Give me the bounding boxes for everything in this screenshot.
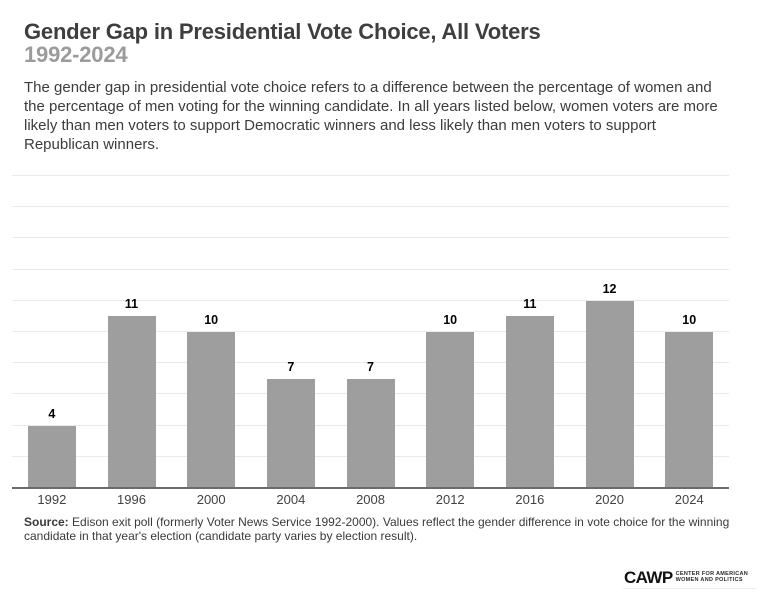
bar [665,332,714,488]
x-axis-labels: 1992 1996 2000 2004 2008 2012 2016 2020 2024 [12,493,729,507]
bar [346,378,395,488]
bar-group-2000: 10 [171,176,251,488]
bar-group-2020: 12 [570,176,650,488]
source-label: Source: [24,515,69,529]
bar [27,425,76,488]
source-note: Source: Edison exit poll (formerly Voter… [24,515,734,544]
gridline-10 [12,331,729,332]
bar-group-2004: 7 [251,176,331,488]
gridline-16 [12,237,729,239]
bar-group-2008: 7 [331,176,411,488]
cawp-logo-line2: WOMEN AND POLITICS [675,576,743,583]
page-subtitle: 1992-2024 [24,42,128,67]
chart-description: The gender gap in presidential vote choi… [24,79,718,153]
x-axis-label-2004: 2004 [276,492,306,507]
x-axis-label-2008: 2008 [356,492,385,507]
page-title: Gender Gap in Presidential Vote Choice, … [24,19,541,44]
gridline-14 [12,268,729,270]
bar [505,316,554,488]
bar [187,332,236,488]
bar [107,316,156,488]
bar-chart: 4 11 10 7 7 10 11 12 10 [12,175,729,489]
cawp-logo-acronym: CAWP [624,568,673,587]
bar-group-1992: 4 [12,176,92,488]
bar [266,378,315,488]
logo-underline [623,588,757,589]
bar-value-label: 10 [443,313,458,327]
x-axis-line [12,487,729,489]
cawp-logo-line1: CENTER FOR AMERICAN [675,571,749,578]
gridline-20 [12,175,729,176]
x-axis-label-2012: 2012 [435,492,465,507]
bar-value-label: 12 [602,281,617,296]
bar-group-1996: 11 [92,176,172,488]
x-axis-label-2020: 2020 [595,492,624,507]
gridline-8 [12,362,729,364]
bar-group-2016: 11 [490,176,570,488]
cawp-logo-text: CENTER FOR AMERICAN WOMEN AND POLITICS [675,571,749,583]
gridline-12 [12,299,729,301]
x-axis-label-1992: 1992 [37,492,67,507]
source-text: Edison exit poll (formerly Voter News Se… [24,515,730,543]
x-axis-label-1996: 1996 [117,492,146,507]
bar-value-label: 11 [124,297,139,312]
bar-value-label: 11 [523,297,537,312]
bar-value-label: 10 [682,313,697,327]
bar [585,300,634,488]
x-axis-label-2024: 2024 [674,492,704,507]
x-axis-label-2016: 2016 [515,492,545,507]
bar-value-label: 10 [204,313,219,327]
bar-value-label: 7 [287,359,295,374]
bar-columns: 4 11 10 7 7 10 11 12 10 [12,176,729,488]
bar-group-2024: 10 [649,176,729,488]
cawp-logo: CAWP CENTER FOR AMERICAN WOMEN AND POLIT… [624,569,748,586]
bar-group-2012: 10 [410,176,490,488]
bar-value-label: 7 [367,359,374,374]
gridline-18 [12,206,729,208]
bar [426,332,475,488]
bar-value-label: 4 [48,406,56,421]
x-axis-label-2000: 2000 [196,492,226,507]
